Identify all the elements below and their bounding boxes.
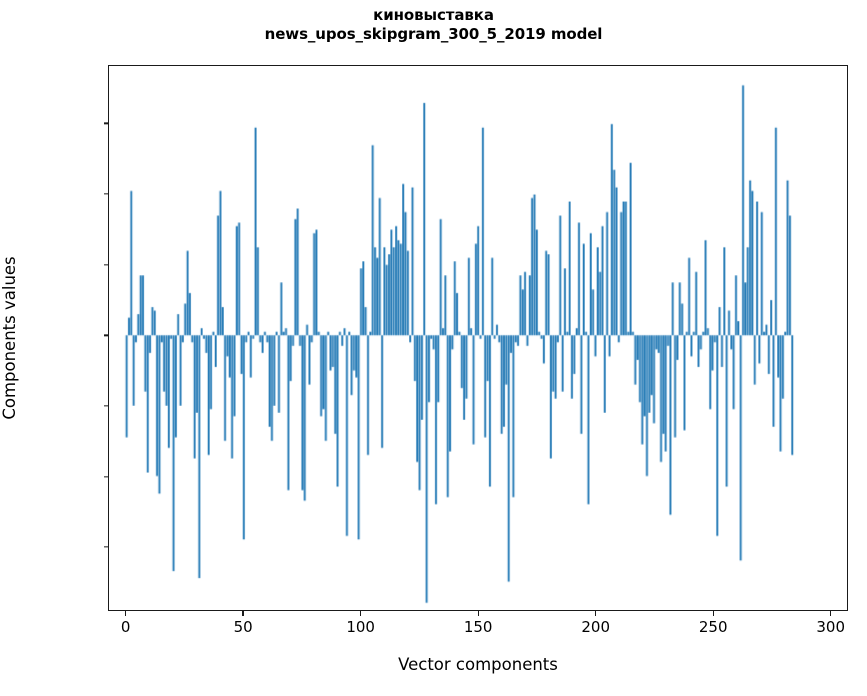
x-axis-label: Vector components — [398, 655, 558, 674]
x-tick-mark — [360, 611, 362, 616]
y-tick-mark — [104, 475, 109, 478]
y-tick-mark — [104, 193, 109, 195]
bar-series-canvas — [109, 66, 847, 610]
x-tick-label: 100 — [346, 618, 375, 636]
y-axis-label: Components values — [0, 256, 19, 420]
chart-title-line2: news_upos_skipgram_300_5_2019 model — [264, 25, 603, 43]
chart-title-line1: киновыставка — [373, 6, 494, 24]
x-tick-label: 200 — [581, 618, 610, 636]
y-tick-mark — [104, 546, 109, 548]
x-tick-mark — [124, 611, 127, 616]
x-tick-mark — [830, 611, 832, 616]
x-tick-label: 300 — [816, 618, 846, 636]
y-tick-mark — [104, 263, 109, 266]
y-tick-mark — [104, 122, 109, 124]
x-tick-mark — [242, 611, 244, 616]
x-tick-label: 0 — [120, 618, 131, 636]
x-tick-label: 250 — [698, 618, 728, 636]
y-tick-mark — [104, 405, 109, 407]
x-tick-label: 50 — [233, 618, 253, 636]
x-tick-label: 150 — [463, 618, 493, 636]
y-tick-mark — [104, 334, 109, 336]
x-tick-mark — [477, 611, 479, 616]
x-tick-mark — [595, 611, 597, 616]
x-tick-mark — [712, 611, 714, 616]
chart-title: киновыставка news_upos_skipgram_300_5_20… — [0, 6, 867, 44]
plot-axes — [108, 65, 848, 611]
